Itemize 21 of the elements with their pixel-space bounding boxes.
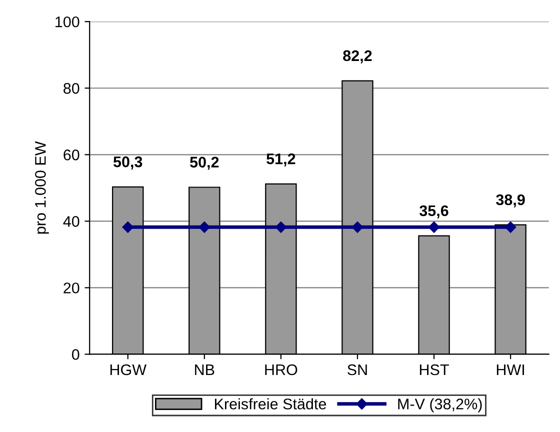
data-label: 82,2 xyxy=(343,50,372,64)
y-axis-title: pro 1.000 EW xyxy=(34,141,49,234)
y-tick-label: 20 xyxy=(64,282,80,294)
x-tick-label: HGW xyxy=(110,364,146,376)
legend-label: M-V (38,2%) xyxy=(398,398,482,412)
x-tick-label: HWI xyxy=(496,364,524,376)
y-tick-label: 40 xyxy=(63,216,80,227)
data-label: 50,3 xyxy=(113,156,142,170)
legend-label: Kreisfreie Städte xyxy=(215,398,326,410)
y-tick-label: 0 xyxy=(72,349,80,360)
x-tick-label: HST xyxy=(420,364,449,376)
data-label: 38,9 xyxy=(496,194,525,208)
data-label: 50,2 xyxy=(190,156,219,170)
y-tick-label: 60 xyxy=(64,150,80,160)
x-tick-label: SN xyxy=(348,364,367,376)
y-tick-label: 80 xyxy=(64,82,80,94)
x-tick-label: NB xyxy=(195,364,214,376)
x-tick-label: HRO xyxy=(265,364,298,376)
y-tick-label: 100 xyxy=(56,16,80,28)
data-label: 51,2 xyxy=(266,153,296,166)
data-label: 35,6 xyxy=(419,205,448,218)
